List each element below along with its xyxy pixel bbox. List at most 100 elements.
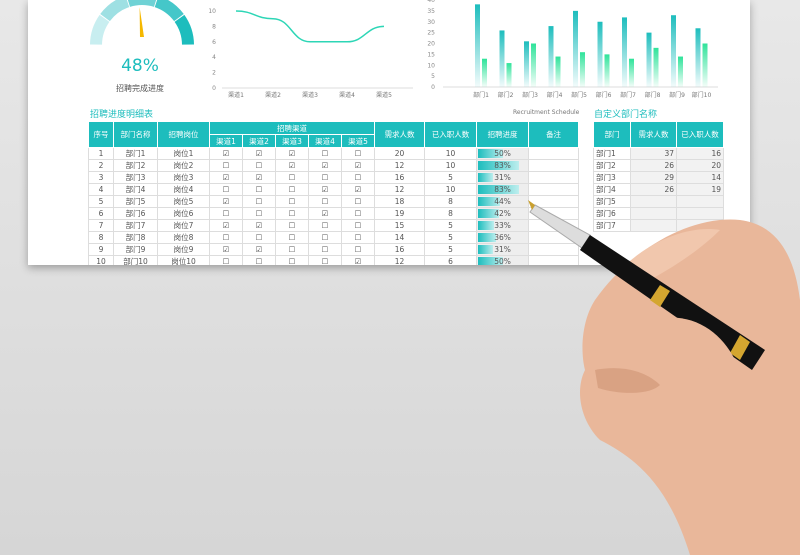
header-channel-1: 渠道1 — [209, 134, 243, 148]
channel-checkbox[interactable]: ☐ — [340, 243, 376, 256]
channel-checkbox[interactable]: ☐ — [308, 171, 342, 184]
header-channel-3: 渠道3 — [275, 134, 309, 148]
row-no: 3 — [88, 171, 114, 184]
row-note[interactable] — [528, 159, 580, 172]
row-hired: 5 — [424, 231, 478, 244]
row-note[interactable] — [528, 255, 580, 265]
row-progress: 36% — [476, 231, 530, 244]
channel-checkbox[interactable]: ☑ — [242, 243, 276, 256]
channel-checkbox[interactable]: ☑ — [242, 219, 276, 232]
row-note[interactable] — [528, 171, 580, 184]
custom-cell[interactable]: 19 — [676, 183, 724, 196]
channel-checkbox[interactable]: ☐ — [242, 231, 276, 244]
row-need: 14 — [374, 231, 426, 244]
custom-cell[interactable]: 部门2 — [593, 159, 631, 172]
table-row: 10 部门10 岗位10 ☐ ☐ ☐ ☐ ☑ 12 6 50% — [88, 255, 580, 265]
channel-checkbox[interactable]: ☐ — [308, 147, 342, 160]
channel-checkbox[interactable]: ☐ — [275, 231, 309, 244]
channel-checkbox[interactable]: ☑ — [209, 195, 243, 208]
custom-cell[interactable]: 26 — [630, 183, 677, 196]
bar — [597, 21, 603, 87]
channel-checkbox[interactable]: ☐ — [308, 195, 342, 208]
row-post: 岗位8 — [157, 231, 210, 244]
channel-checkbox[interactable]: ☑ — [340, 159, 376, 172]
channel-checkbox[interactable]: ☑ — [209, 171, 243, 184]
custom-cell[interactable]: 14 — [676, 171, 724, 184]
header-dept: 部门名称 — [113, 121, 158, 148]
custom-cell[interactable]: 部门1 — [593, 147, 631, 160]
row-need: 12 — [374, 255, 426, 265]
channel-checkbox[interactable]: ☐ — [242, 195, 276, 208]
channel-checkbox[interactable]: ☑ — [209, 147, 243, 160]
channel-checkbox[interactable]: ☐ — [242, 255, 276, 265]
header-channel-4: 渠道4 — [308, 134, 342, 148]
channel-checkbox[interactable]: ☐ — [242, 183, 276, 196]
channel-checkbox[interactable]: ☐ — [275, 255, 309, 265]
channel-checkbox[interactable]: ☑ — [209, 243, 243, 256]
custom-cell[interactable]: 部门4 — [593, 183, 631, 196]
channel-checkbox[interactable]: ☐ — [275, 243, 309, 256]
channel-checkbox[interactable]: ☐ — [275, 219, 309, 232]
channel-checkbox[interactable]: ☐ — [275, 207, 309, 220]
table-row: 4 部门4 岗位4 ☐ ☐ ☐ ☑ ☑ 12 10 83% — [88, 183, 580, 196]
row-hired: 10 — [424, 183, 478, 196]
custom-cell[interactable]: 26 — [630, 159, 677, 172]
channel-checkbox[interactable]: ☐ — [209, 231, 243, 244]
bar — [475, 4, 480, 88]
channel-checkbox[interactable]: ☑ — [275, 159, 309, 172]
y-tick-label: 40 — [427, 0, 435, 4]
channel-checkbox[interactable]: ☐ — [308, 231, 342, 244]
channel-checkbox[interactable]: ☐ — [308, 255, 342, 265]
channel-checkbox[interactable]: ☐ — [209, 255, 243, 265]
custom-cell[interactable]: 部门7 — [593, 219, 631, 232]
channel-checkbox[interactable]: ☑ — [308, 159, 342, 172]
progress-label: 50% — [494, 257, 511, 265]
custom-cell[interactable]: 16 — [676, 147, 724, 160]
channel-checkbox[interactable]: ☐ — [209, 183, 243, 196]
channel-checkbox[interactable]: ☐ — [275, 195, 309, 208]
channel-checkbox[interactable]: ☐ — [340, 195, 376, 208]
row-progress: 83% — [476, 159, 530, 172]
bar — [646, 32, 652, 87]
channel-checkbox[interactable]: ☐ — [308, 219, 342, 232]
channel-checkbox[interactable]: ☐ — [242, 207, 276, 220]
header-channel-2: 渠道2 — [242, 134, 276, 148]
row-no: 2 — [88, 159, 114, 172]
channel-checkbox[interactable]: ☐ — [340, 231, 376, 244]
channel-checkbox[interactable]: ☐ — [242, 159, 276, 172]
custom-cell[interactable]: 部门3 — [593, 171, 631, 184]
detail-subtitle: Recruitment Schedule — [513, 109, 580, 116]
channel-checkbox[interactable]: ☐ — [340, 207, 376, 220]
channel-checkbox[interactable]: ☐ — [275, 183, 309, 196]
bar — [580, 52, 585, 87]
channel-checkbox[interactable]: ☑ — [242, 147, 276, 160]
channel-checkbox[interactable]: ☑ — [340, 255, 376, 265]
custom-cell[interactable]: 37 — [630, 147, 677, 160]
channel-checkbox[interactable]: ☑ — [242, 171, 276, 184]
channel-checkbox[interactable]: ☐ — [340, 147, 376, 160]
progress-label: 33% — [494, 221, 511, 230]
channel-checkbox[interactable]: ☐ — [340, 171, 376, 184]
channel-checkbox[interactable]: ☑ — [275, 147, 309, 160]
channel-checkbox[interactable]: ☐ — [340, 219, 376, 232]
channel-checkbox[interactable]: ☐ — [275, 171, 309, 184]
line-series — [235, 10, 385, 43]
row-progress: 50% — [476, 147, 530, 160]
row-note[interactable] — [528, 147, 580, 160]
channel-checkbox[interactable]: ☑ — [308, 207, 342, 220]
row-dept: 部门8 — [113, 231, 158, 244]
row-need: 16 — [374, 243, 426, 256]
channel-checkbox[interactable]: ☐ — [308, 243, 342, 256]
channel-checkbox[interactable]: ☐ — [209, 207, 243, 220]
channel-checkbox[interactable]: ☑ — [209, 219, 243, 232]
row-no: 10 — [88, 255, 114, 265]
custom-row: 部门1 37 16 — [593, 147, 724, 160]
channel-checkbox[interactable]: ☑ — [308, 183, 342, 196]
x-tick-label: 部门6 — [596, 91, 612, 99]
bar — [499, 30, 505, 87]
channel-checkbox[interactable]: ☐ — [209, 159, 243, 172]
channel-checkbox[interactable]: ☑ — [340, 183, 376, 196]
custom-cell[interactable]: 20 — [676, 159, 724, 172]
header-note: 备注 — [528, 121, 580, 148]
custom-cell[interactable]: 29 — [630, 171, 677, 184]
